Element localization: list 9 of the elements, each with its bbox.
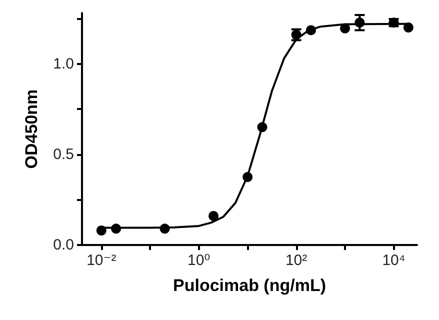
y-axis-title: OD450nm xyxy=(22,89,41,169)
y-tick-label: 0.5 xyxy=(53,146,74,163)
y-tick-label: 1.0 xyxy=(53,55,74,72)
x-tick-label: 10² xyxy=(285,252,308,269)
y-tick-label: 0.0 xyxy=(53,236,74,254)
x-tick-label: 10⁴ xyxy=(382,252,406,269)
x-tick-label: 10⁰ xyxy=(187,252,210,269)
x-tick-label: 10⁻² xyxy=(86,252,116,269)
x-axis-title: Pulocimab (ng/mL) xyxy=(173,276,326,295)
